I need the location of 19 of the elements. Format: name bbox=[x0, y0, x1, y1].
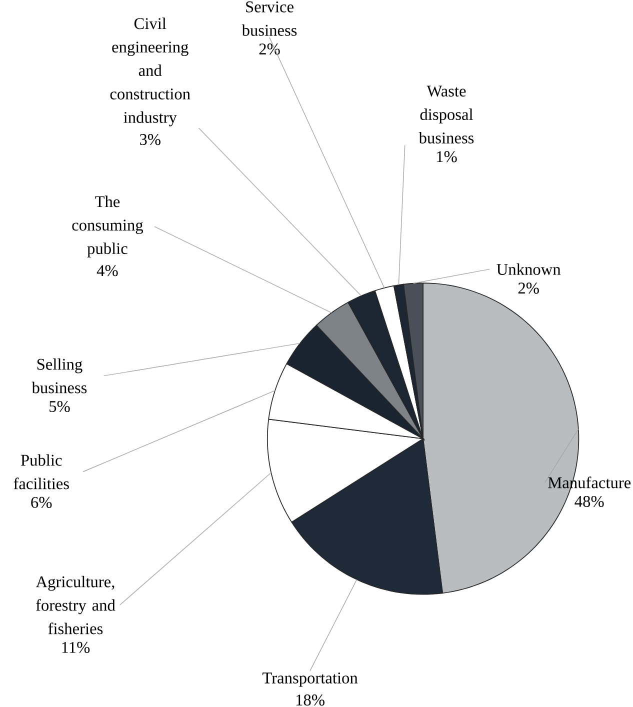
data-label: 4% bbox=[96, 265, 118, 276]
data-label: 48% bbox=[574, 496, 604, 508]
slice-label: Agriculture, forestry and fisheries bbox=[36, 576, 116, 634]
slice-label: Transportation bbox=[262, 672, 358, 687]
slice-label: Public facilities bbox=[14, 454, 69, 490]
data-label: 6% bbox=[30, 496, 52, 508]
slice-label: The consuming public bbox=[72, 196, 143, 258]
slice-label: Service business bbox=[242, 1, 296, 36]
data-label: 3% bbox=[140, 134, 160, 146]
data-label: 2% bbox=[259, 44, 280, 55]
slice-label: Waste disposal business bbox=[418, 86, 474, 144]
slice-label: Unknown bbox=[496, 263, 560, 275]
data-label: 11% bbox=[62, 642, 90, 654]
data-label: 5% bbox=[49, 400, 70, 412]
slice-label: Selling business bbox=[32, 358, 86, 394]
slice-label: Civil engineering and construction industry bbox=[110, 18, 190, 126]
data-label: 18% bbox=[296, 694, 324, 706]
data-label: 1% bbox=[436, 151, 457, 162]
data-label: 2% bbox=[518, 282, 539, 294]
